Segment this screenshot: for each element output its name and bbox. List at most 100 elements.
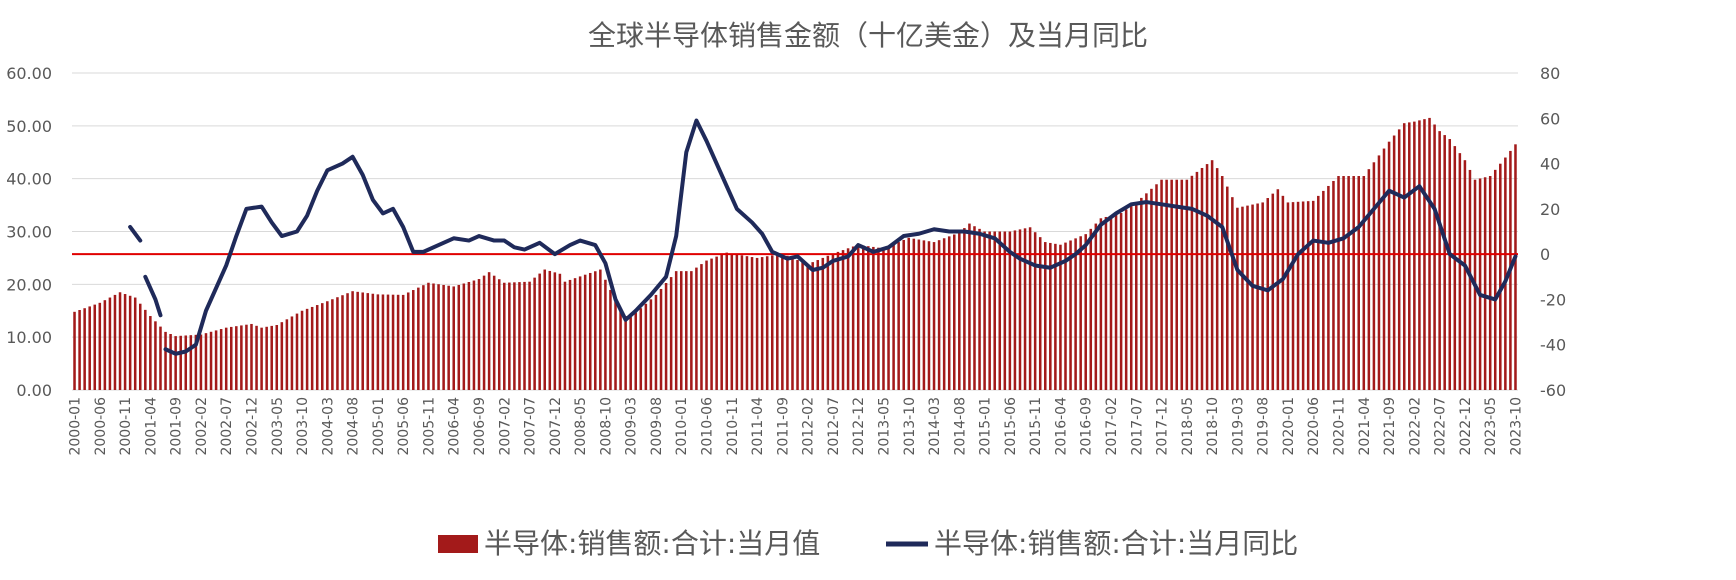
x-tick-label: 2018-10 [1205,397,1221,456]
bar [715,256,718,390]
bar [1352,176,1355,390]
bar [1150,188,1153,390]
right-y-tick-label: 80 [1540,64,1560,83]
bar [927,241,931,390]
bar [988,231,991,390]
x-tick-label: 2013-05 [876,397,892,456]
bar [1266,198,1269,390]
bar [1013,230,1017,390]
bar [285,319,289,390]
x-tick-label: 2012-12 [851,397,867,456]
bar [1124,209,1128,390]
bar [1372,162,1376,390]
bar [1114,214,1118,390]
bar [826,255,830,390]
bar [912,238,916,390]
bar [1251,204,1254,390]
x-tick-label: 2020-01 [1281,397,1297,456]
bar [740,255,744,390]
bar [1322,190,1325,390]
bar [695,267,698,390]
bar [548,270,552,390]
bar [1402,123,1406,390]
bar [386,294,390,390]
bar [1301,201,1305,390]
bar [629,317,632,390]
bar [882,248,885,390]
bar [836,251,840,390]
bar [634,312,637,390]
bar [1064,242,1067,390]
bar [1185,179,1189,390]
bar [518,282,521,390]
bar-series [73,117,1517,391]
bar [558,273,562,390]
bar [588,272,592,390]
bar [1220,176,1224,390]
bar [730,253,734,390]
bar [674,271,678,391]
bar [250,323,253,390]
bar [1327,185,1330,390]
bar [88,306,91,390]
bar [1023,228,1027,390]
left-y-tick-label: 50.00 [6,117,52,136]
x-tick-label: 2019-03 [1230,397,1246,456]
bar [1271,193,1275,390]
bar [1074,238,1077,390]
bar [1003,231,1007,390]
bar [1089,228,1093,390]
bar [1038,237,1042,390]
chart-title: 全球半导体销售金额（十亿美金）及当月同比 [588,19,1148,52]
bar [796,260,799,390]
bar [1357,176,1360,390]
bar [321,303,324,390]
bar [179,335,182,390]
right-y-tick-label: 40 [1540,155,1560,174]
bar [831,253,835,390]
x-tick-label: 2007-07 [523,397,539,456]
bar [1059,244,1062,390]
bar [978,228,981,390]
bar [543,269,546,390]
x-tick-label: 2008-05 [573,397,589,456]
bar [401,294,405,390]
bar [1504,157,1507,390]
bar [816,260,820,390]
bar [1317,195,1320,390]
x-tick-label: 2020-06 [1306,397,1322,456]
bar [224,327,228,390]
x-tick-label: 2019-08 [1256,397,1272,456]
bar [295,313,299,390]
bar [235,326,238,390]
gridlines [72,72,1518,391]
x-tick-label: 2016-09 [1079,397,1095,456]
bar [315,305,319,390]
bar [482,275,486,390]
bar [735,254,739,390]
bar [1109,215,1113,390]
bar [442,284,445,390]
bar [639,308,643,390]
bar [649,299,653,390]
bar [1129,205,1133,390]
bar [1483,177,1487,390]
bar [1438,131,1441,390]
bar [1246,205,1249,390]
bar [604,279,607,390]
x-tick-label: 2017-12 [1155,397,1171,456]
bar [133,297,137,390]
bar [230,326,233,390]
line-series [128,118,1518,356]
bar [123,294,127,390]
bar [573,278,577,390]
x-tick-label: 2010-11 [725,397,741,456]
bar [184,335,188,390]
bar [720,254,723,390]
bar [867,246,870,390]
x-tick-label: 2022-07 [1433,397,1449,456]
bar [326,301,329,390]
left-y-tick-label: 30.00 [6,223,52,242]
bar [1276,189,1280,390]
bar [1408,122,1411,391]
